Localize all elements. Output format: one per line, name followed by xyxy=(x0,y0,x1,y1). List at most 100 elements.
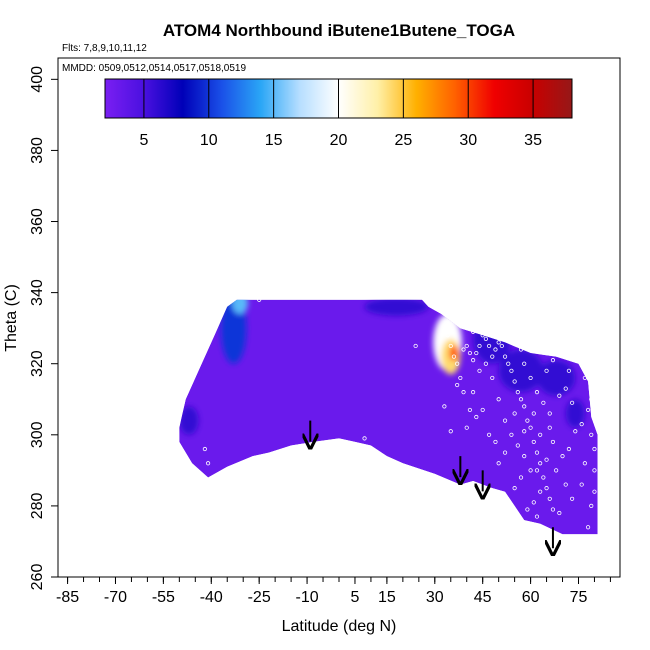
field-feature xyxy=(498,349,544,393)
sample-point xyxy=(538,489,543,494)
sample-point xyxy=(506,336,511,341)
y-tick-label: 280 xyxy=(29,492,46,519)
sample-points xyxy=(190,286,597,530)
sample-point xyxy=(474,350,479,356)
sample-point xyxy=(541,475,546,480)
colorbar-tick-label: 5 xyxy=(139,132,148,149)
sample-point xyxy=(518,347,524,352)
x-tick-label: -25 xyxy=(248,589,271,606)
sample-point xyxy=(480,407,485,413)
sample-point xyxy=(461,390,466,395)
sample-point xyxy=(557,393,562,398)
sample-point xyxy=(579,422,584,427)
sample-point xyxy=(257,297,262,302)
sample-point xyxy=(534,390,540,395)
chart-title: ATOM4 Northbound iButene1Butene_TOGA xyxy=(163,21,515,40)
y-tick-label: 380 xyxy=(29,137,46,164)
sample-point xyxy=(557,510,562,516)
sample-point xyxy=(493,347,498,352)
field-feature xyxy=(565,399,585,428)
sample-point xyxy=(413,343,418,349)
x-tick-label: 30 xyxy=(426,589,444,606)
sample-point xyxy=(515,443,520,448)
sample-point xyxy=(560,454,565,459)
sample-point xyxy=(547,411,552,416)
sample-point xyxy=(531,411,536,416)
sample-point xyxy=(502,354,508,359)
sample-point xyxy=(592,446,597,452)
sample-point xyxy=(518,475,524,480)
sample-point xyxy=(228,286,233,292)
sample-point xyxy=(589,503,594,509)
sample-point xyxy=(509,432,514,437)
sample-point xyxy=(212,311,217,317)
field-feature xyxy=(449,345,459,361)
sample-point xyxy=(592,489,597,494)
sample-point xyxy=(534,450,540,455)
sample-point xyxy=(451,354,457,359)
colorbar-tick-label: 20 xyxy=(330,132,348,149)
x-tick-label: 45 xyxy=(474,589,492,606)
sample-point xyxy=(528,375,533,381)
sample-point xyxy=(477,343,482,349)
sample-point xyxy=(190,471,195,477)
x-axis-label: Latitude (deg N) xyxy=(282,618,397,635)
x-tick-label: -10 xyxy=(296,589,319,606)
sample-point xyxy=(231,294,236,299)
sample-point xyxy=(550,439,556,445)
sample-point xyxy=(432,301,437,306)
sample-point xyxy=(471,329,476,334)
sample-point xyxy=(490,354,495,359)
colorbar-tick-label: 15 xyxy=(265,132,283,149)
sample-point xyxy=(525,418,530,423)
sample-point xyxy=(573,429,578,434)
sample-point xyxy=(455,382,460,388)
sample-point xyxy=(490,375,495,381)
sample-point xyxy=(576,358,581,363)
sample-point xyxy=(471,390,476,395)
sample-point xyxy=(541,400,546,405)
sample-point xyxy=(464,425,469,430)
colorbar-tick-label: 10 xyxy=(200,132,218,149)
sample-point xyxy=(522,429,527,434)
sample-point xyxy=(471,358,476,363)
sample-point xyxy=(448,429,453,434)
flight-arrows xyxy=(310,420,553,549)
sample-point xyxy=(579,482,584,487)
sample-point xyxy=(467,407,473,413)
sample-point xyxy=(509,368,514,373)
sample-point xyxy=(458,322,463,327)
x-tick-label: 75 xyxy=(570,589,588,606)
sample-point xyxy=(477,368,482,373)
sample-point xyxy=(563,386,568,391)
colorbar-frame xyxy=(104,78,573,119)
sample-point xyxy=(544,486,549,491)
sample-point xyxy=(547,425,552,430)
sample-point xyxy=(522,454,527,459)
y-tick-label: 340 xyxy=(29,279,46,306)
sample-point xyxy=(563,482,568,487)
sample-point xyxy=(496,461,501,466)
sample-point xyxy=(506,361,511,366)
sample-point xyxy=(585,407,591,413)
x-tick-label: 5 xyxy=(351,589,360,606)
x-tick-label: -70 xyxy=(104,589,127,606)
y-axis: 260 280 300 320 340 360 380 400 xyxy=(29,66,58,590)
sample-point xyxy=(445,333,450,338)
sample-point xyxy=(528,425,533,430)
sample-point xyxy=(570,496,575,501)
sample-point xyxy=(483,361,488,366)
sample-point xyxy=(582,375,587,381)
sample-point xyxy=(480,333,485,338)
sample-point xyxy=(544,457,549,462)
field-feature xyxy=(364,299,429,316)
sample-point xyxy=(461,347,466,352)
sample-point xyxy=(570,400,575,405)
sample-point xyxy=(544,368,549,373)
sample-point xyxy=(237,294,243,299)
field-feature xyxy=(232,299,248,314)
sample-point xyxy=(218,297,223,302)
sample-point xyxy=(554,468,559,473)
